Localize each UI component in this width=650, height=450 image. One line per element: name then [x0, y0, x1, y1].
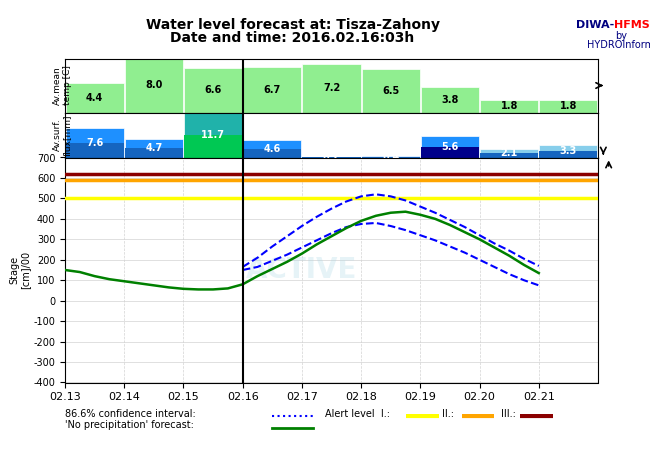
Bar	[184, 68, 242, 112]
Text: 4.6: 4.6	[264, 144, 281, 153]
Text: 4.4: 4.4	[86, 93, 103, 103]
Bar	[302, 64, 361, 112]
Text: III.:: III.:	[500, 409, 515, 419]
Bar	[540, 151, 597, 158]
Bar	[540, 100, 597, 112]
Text: 11.7: 11.7	[201, 130, 225, 140]
Text: 1.8: 1.8	[560, 101, 577, 112]
Bar	[540, 145, 597, 158]
Text: 0.4: 0.4	[382, 152, 399, 162]
Bar	[421, 147, 479, 158]
Y-axis label: Stage
[cm]/00: Stage [cm]/00	[9, 251, 31, 289]
Text: II.:: II.:	[442, 409, 454, 419]
Text: 0.2: 0.2	[323, 152, 340, 162]
Text: 'No precipitation' forecast:: 'No precipitation' forecast:	[65, 420, 194, 430]
Text: ACTIVE: ACTIVE	[246, 256, 358, 284]
Bar	[421, 87, 479, 112]
Bar	[66, 83, 124, 112]
Text: 1.8: 1.8	[500, 101, 518, 112]
Text: HFMS: HFMS	[614, 20, 650, 30]
Text: 6.6: 6.6	[205, 85, 222, 95]
Bar	[361, 157, 420, 158]
Text: 5.6: 5.6	[441, 142, 458, 152]
Text: 7.2: 7.2	[323, 83, 340, 93]
Text: 7.6: 7.6	[86, 138, 103, 148]
Bar	[125, 140, 183, 158]
Text: DIWA-: DIWA-	[576, 20, 614, 30]
Bar	[480, 153, 538, 158]
Y-axis label: Av.mean
temp [C]: Av.mean temp [C]	[53, 66, 72, 105]
Bar	[125, 148, 183, 157]
Bar	[243, 140, 302, 157]
Bar	[243, 148, 302, 157]
Bar	[480, 100, 538, 112]
Bar	[184, 135, 242, 158]
Bar	[361, 68, 420, 112]
Text: 4.7: 4.7	[145, 144, 162, 153]
Bar	[243, 67, 302, 112]
Y-axis label: Av.surf.
flux[mm]: Av.surf. flux[mm]	[53, 114, 72, 156]
Text: 8.0: 8.0	[145, 81, 162, 90]
Text: 2.1: 2.1	[500, 148, 518, 158]
Text: HYDROInform: HYDROInform	[587, 40, 650, 50]
Bar	[66, 143, 124, 157]
Bar	[125, 58, 183, 112]
Text: 6.7: 6.7	[264, 85, 281, 95]
Bar	[66, 128, 124, 158]
Text: Alert level  I.:: Alert level I.:	[325, 409, 390, 419]
Bar	[480, 149, 538, 158]
Text: Date and time: 2016.02.16:03h: Date and time: 2016.02.16:03h	[170, 31, 415, 45]
Text: Water level forecast at: Tisza-Zahony: Water level forecast at: Tisza-Zahony	[146, 18, 439, 32]
Bar	[361, 156, 420, 157]
Text: 3.8: 3.8	[441, 94, 459, 105]
Bar	[184, 112, 242, 158]
Text: 86.6% confidence interval:: 86.6% confidence interval:	[65, 409, 196, 419]
Text: 6.5: 6.5	[382, 86, 399, 95]
Text: by: by	[615, 31, 627, 41]
Text: 3.3: 3.3	[560, 146, 577, 156]
Bar	[302, 157, 361, 158]
Bar	[421, 136, 479, 158]
